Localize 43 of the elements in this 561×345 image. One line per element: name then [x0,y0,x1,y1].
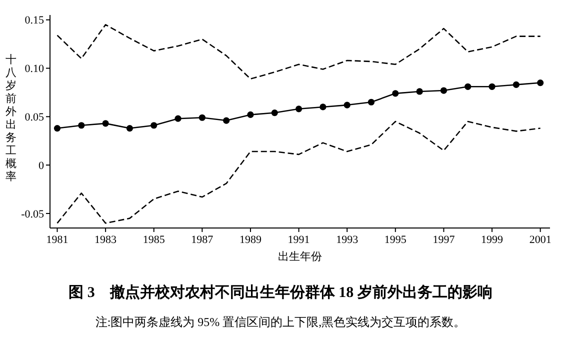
point [78,122,85,129]
point [537,79,544,86]
x-tick-label: 1987 [191,234,214,246]
x-axis-title: 出生年份 [278,250,322,263]
point [295,106,302,112]
point [271,109,278,116]
point [150,122,158,129]
x-tick-label: 1993 [336,234,359,246]
y-tick-label: 0 [38,160,44,172]
point [464,83,472,90]
y-tick-label: 0.10 [24,63,44,76]
x-tick-label: 1991 [288,234,310,246]
point [223,117,230,124]
x-tick-label: 1999 [481,234,504,246]
point [440,87,448,94]
text: 图 3 撤点并校对农村不同出生年份群体 18 岁前外出务工的影响 [68,283,492,301]
x-tick-label: 1981 [46,234,68,246]
text: 十八岁前外出务工概率 [6,54,16,183]
y-tick-label: 0.15 [24,14,44,27]
point [247,111,254,118]
point [392,90,399,97]
point [320,104,326,110]
y-tick-label: 0.05 [24,112,44,124]
line-series [56,120,541,224]
x-tick-label: 2001 [529,234,552,246]
point [198,114,206,121]
x-tick-label: 1997 [432,234,456,246]
point [368,98,375,106]
point [54,124,61,132]
point [102,120,109,127]
line-series [56,24,541,80]
point [488,83,496,90]
point [416,88,423,95]
x-tick-label: 1983 [94,234,118,246]
point [344,102,350,108]
point [126,124,134,132]
x-tick-label: 1985 [142,234,166,246]
y-tick-label: -0.05 [21,208,44,220]
point [512,81,520,88]
x-tick-label: 1989 [239,234,262,246]
text: 注:图中两条虚线为 95% 置信区间的上下限,黑色实线为交互项的系数。 [95,315,466,329]
point [174,115,182,122]
x-tick-label: 1995 [384,234,407,246]
